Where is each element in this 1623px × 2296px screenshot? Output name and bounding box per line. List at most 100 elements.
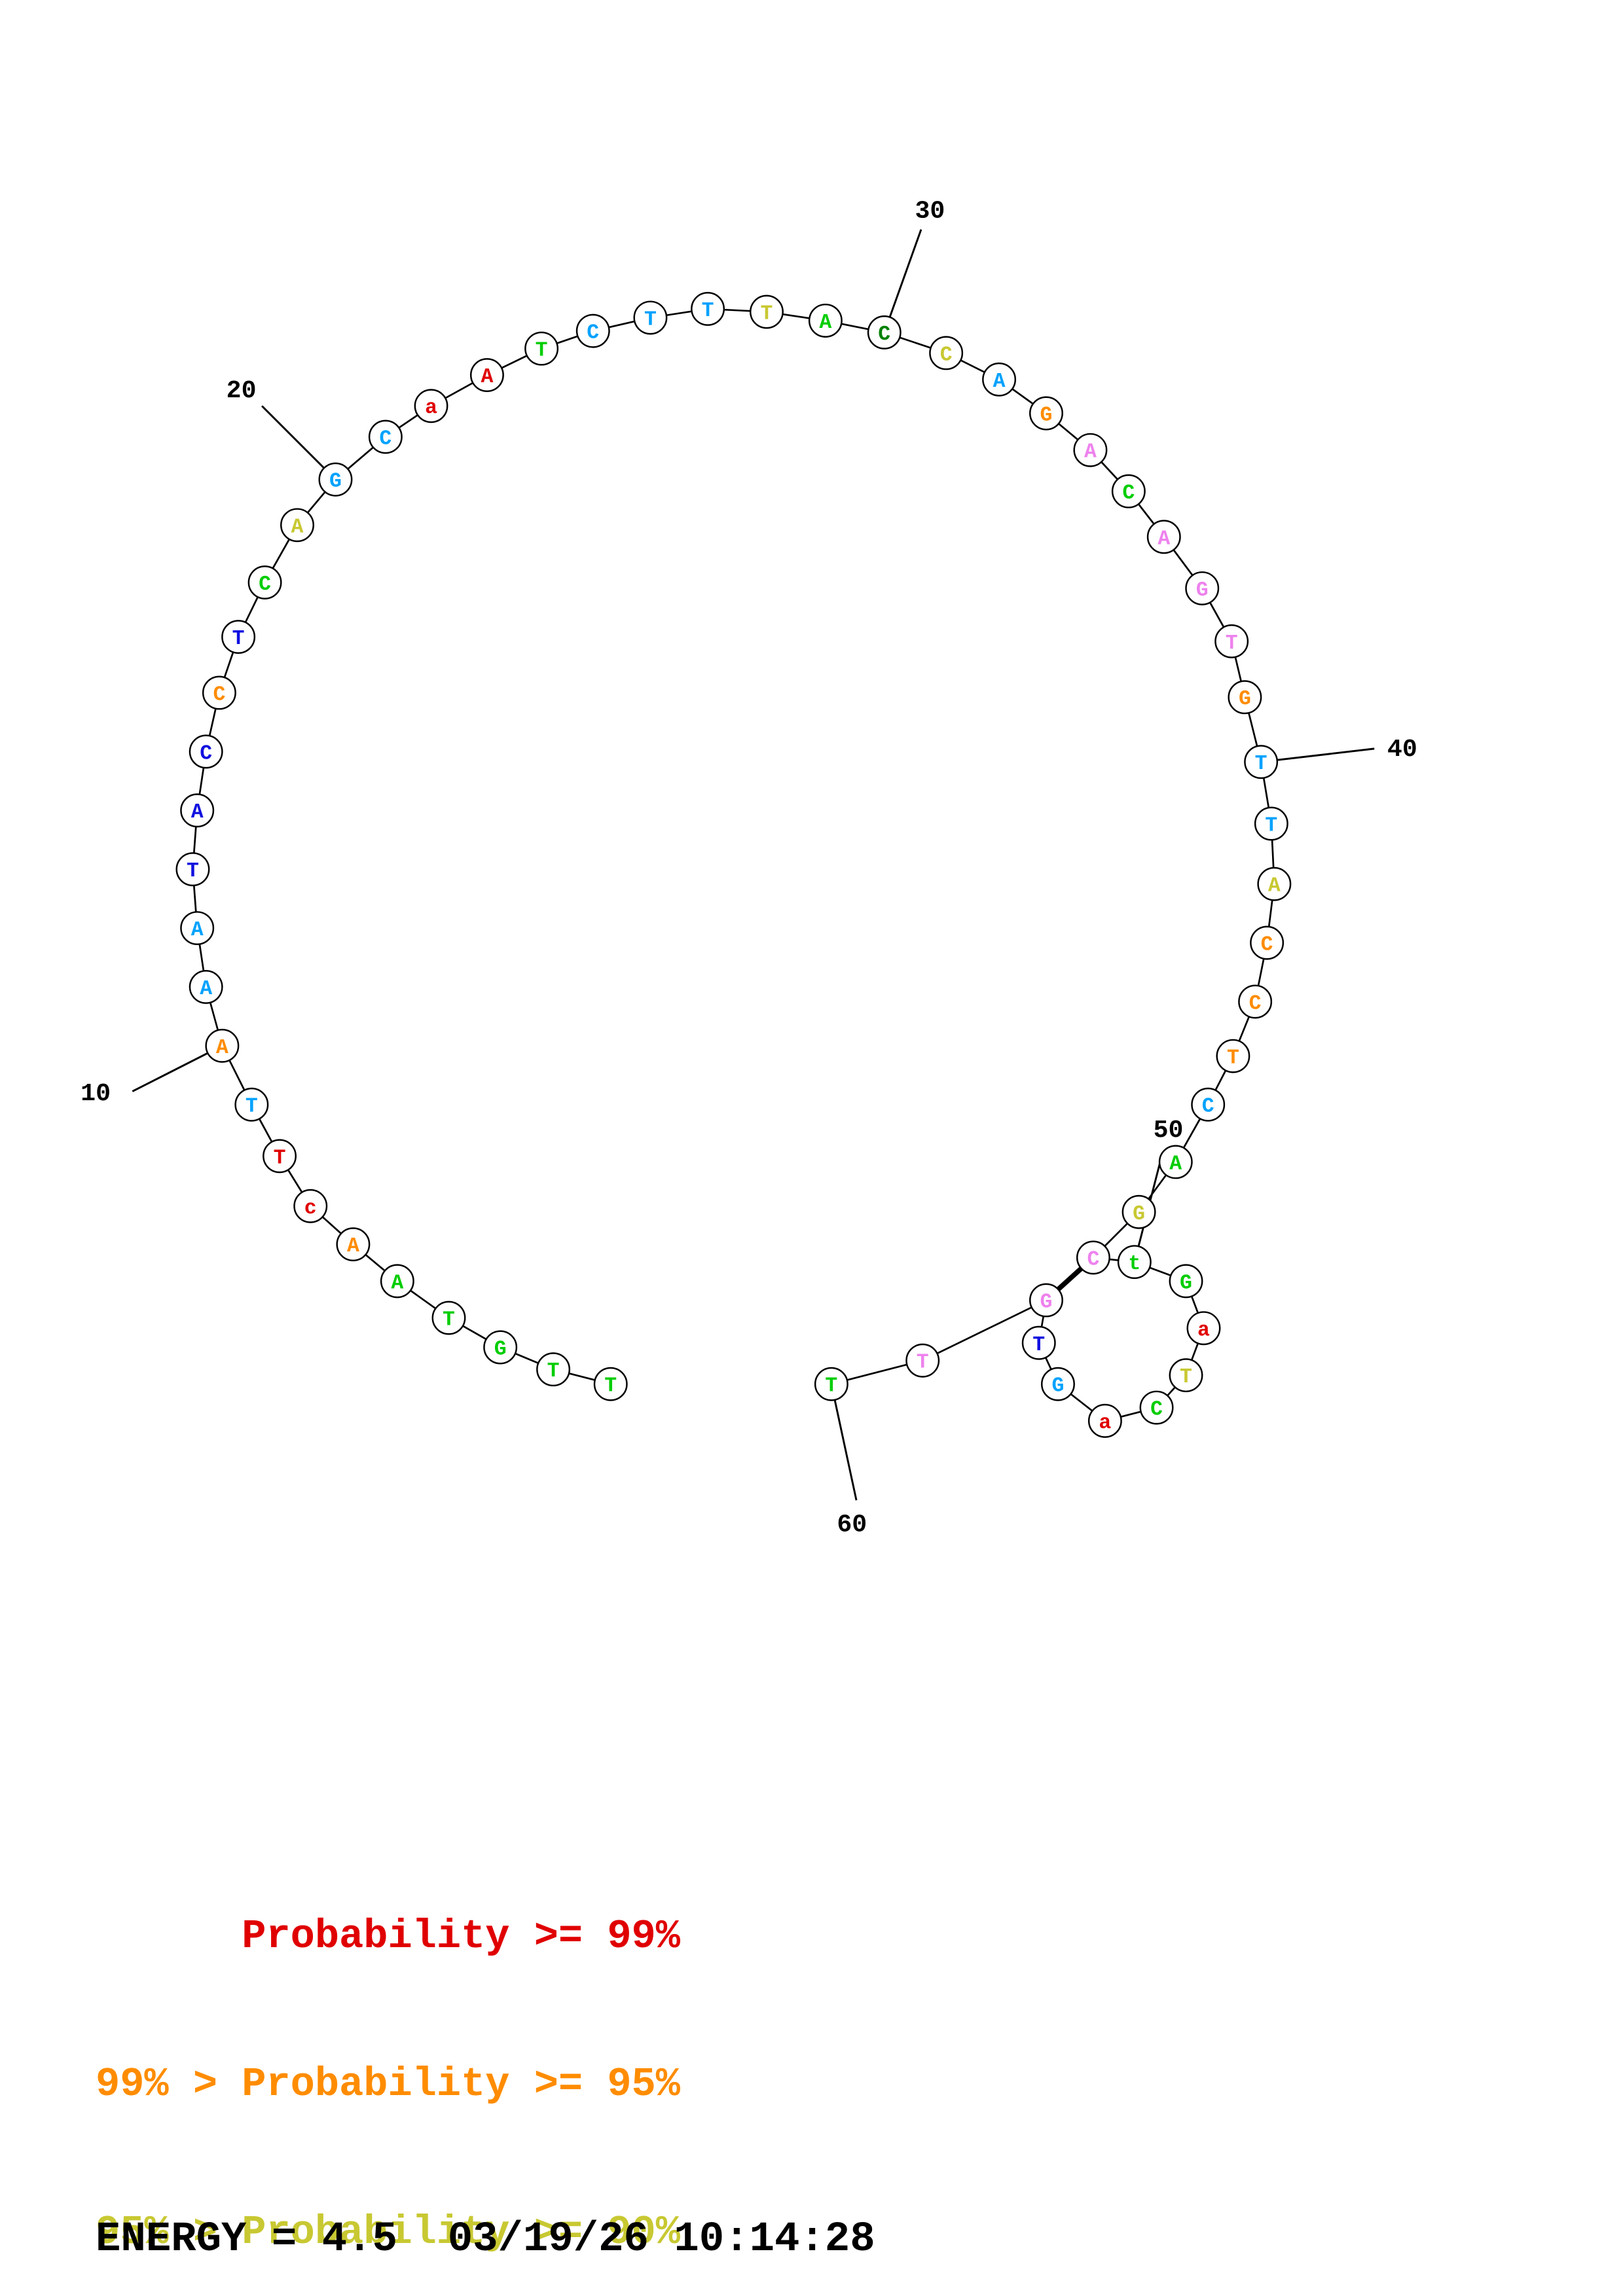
position-tick-line-30 [883, 229, 922, 333]
nucleotide-base: T [232, 628, 245, 651]
nucleotide-base: G [1052, 1375, 1065, 1398]
nucleotide-circle [982, 362, 1017, 397]
nucleotide-base: C [379, 427, 392, 450]
position-label-30: 30 [915, 198, 945, 226]
nucleotide-base: T [1226, 632, 1238, 655]
nucleotide-circle [1021, 1325, 1056, 1360]
nucleotide-base: G [494, 1338, 507, 1361]
nucleotide-base: G [1040, 1291, 1053, 1314]
energy-line: ENERGY = 4.5 03/19/26 10:14:28 [96, 2216, 875, 2263]
nucleotide-base: T [1255, 753, 1267, 776]
nucleotide-base: C [200, 742, 212, 765]
nucleotide-circle [180, 911, 215, 945]
nucleotide-35: C [1111, 474, 1146, 509]
position-tick-line-40 [1260, 747, 1375, 763]
nucleotide-2: T [536, 1352, 571, 1387]
nucleotide-26: T [633, 300, 668, 335]
nucleotide-14: A [180, 793, 215, 828]
nucleotide-base: C [940, 344, 953, 367]
nucleotide-base: C [1087, 1248, 1099, 1271]
nucleotide-56: G [1040, 1367, 1075, 1401]
nucleotide-circle [318, 462, 353, 497]
nucleotide-base: T [702, 300, 714, 323]
nucleotide-base: C [1249, 992, 1262, 1015]
position-label-50: 50 [1154, 1117, 1184, 1145]
nucleotide-6: A [336, 1227, 371, 1262]
nucleotide-4: T [431, 1300, 466, 1335]
nucleotide-3: G [483, 1330, 518, 1365]
nucleotide-circle [247, 565, 282, 600]
position-label-40: 40 [1387, 736, 1417, 764]
nucleotide-base: A [819, 312, 831, 334]
nucleotide-base: T [644, 308, 657, 331]
nucleotide-circle [336, 1227, 371, 1262]
nucleotide-base: G [1239, 688, 1251, 711]
nucleotide-circle [1139, 1390, 1174, 1425]
nucleotide-base: T [604, 1375, 617, 1398]
nucleotide-36: A [1146, 520, 1181, 554]
legend-row-p90-95: 95% > Probability >= 90% [96, 2209, 680, 2256]
nucleotide-52: a [1186, 1311, 1221, 1346]
nucleotide-base: T [1265, 814, 1277, 837]
nucleotide-base: T [536, 340, 548, 363]
nucleotide-base: T [274, 1147, 286, 1170]
nucleotide-circle [1073, 433, 1108, 467]
nucleotide-57: T [1021, 1325, 1056, 1360]
nucleotide-58: G [1029, 1283, 1063, 1318]
nucleotide-18: C [247, 565, 282, 600]
nucleotide-circle [1111, 474, 1146, 509]
nucleotide-30: C [867, 315, 902, 350]
nucleotide-16: C [202, 675, 236, 710]
nucleotide-base: C [259, 573, 271, 596]
nucleotide-base: t [1128, 1253, 1140, 1276]
nucleotide-circle [749, 295, 784, 329]
nucleotide-circle [1186, 1311, 1221, 1346]
nucleotide-circle [814, 1367, 848, 1401]
nucleotide-circle [263, 1139, 297, 1174]
nucleotide-circle [1254, 806, 1288, 841]
nucleotide-circle [202, 675, 236, 710]
nucleotide-circle [1158, 1145, 1193, 1179]
nucleotide-5: A [380, 1264, 414, 1299]
nucleotide-11: A [189, 969, 223, 1004]
nucleotide-base: C [1261, 934, 1273, 957]
nucleotide-circle [431, 1300, 466, 1335]
nucleotide-circle [1029, 396, 1063, 431]
nucleotide-base: C [1122, 482, 1135, 505]
nucleotide-base: C [878, 323, 890, 346]
nucleotide-7: c [293, 1189, 328, 1223]
nucleotide-base: A [391, 1272, 403, 1295]
nucleotide-42: A [1257, 867, 1292, 901]
position-label-60: 60 [837, 1511, 867, 1539]
nucleotide-circle [280, 508, 314, 543]
nucleotide-circle [293, 1189, 328, 1223]
nucleotide-circle [691, 291, 725, 326]
nucleotide-21: C [368, 420, 403, 454]
nucleotide-circle [1191, 1087, 1226, 1122]
nucleotide-circle [414, 389, 448, 423]
nucleotide-base: G [1180, 1272, 1192, 1295]
nucleotide-base: A [191, 919, 204, 942]
nucleotide-circle [1228, 680, 1262, 715]
position-tick-line-20 [261, 405, 337, 480]
nucleotide-circle [1146, 520, 1181, 554]
nucleotide-base: A [200, 978, 212, 1001]
nucleotide-40: T [1244, 745, 1279, 780]
legend-row-p95-99: 99% > Probability >= 95% [96, 2061, 680, 2108]
nucleotide-38: T [1214, 624, 1249, 658]
nucleotide-base: A [993, 370, 1006, 393]
nucleotide-48: G [1122, 1194, 1156, 1229]
nucleotide-circle [593, 1367, 628, 1401]
nucleotide-12: A [180, 911, 215, 945]
nucleotide-base: G [1040, 404, 1053, 427]
nucleotide-circle [1244, 745, 1279, 780]
nucleotide-base: A [1158, 528, 1170, 550]
nucleotide-circle [575, 314, 610, 348]
nucleotide-37: G [1185, 571, 1220, 605]
nucleotide-43: C [1250, 925, 1285, 960]
nucleotide-circle [1185, 571, 1220, 605]
nucleotide-49: C [1076, 1240, 1110, 1275]
nucleotide-32: A [982, 362, 1017, 397]
nucleotide-circle [205, 1028, 240, 1063]
